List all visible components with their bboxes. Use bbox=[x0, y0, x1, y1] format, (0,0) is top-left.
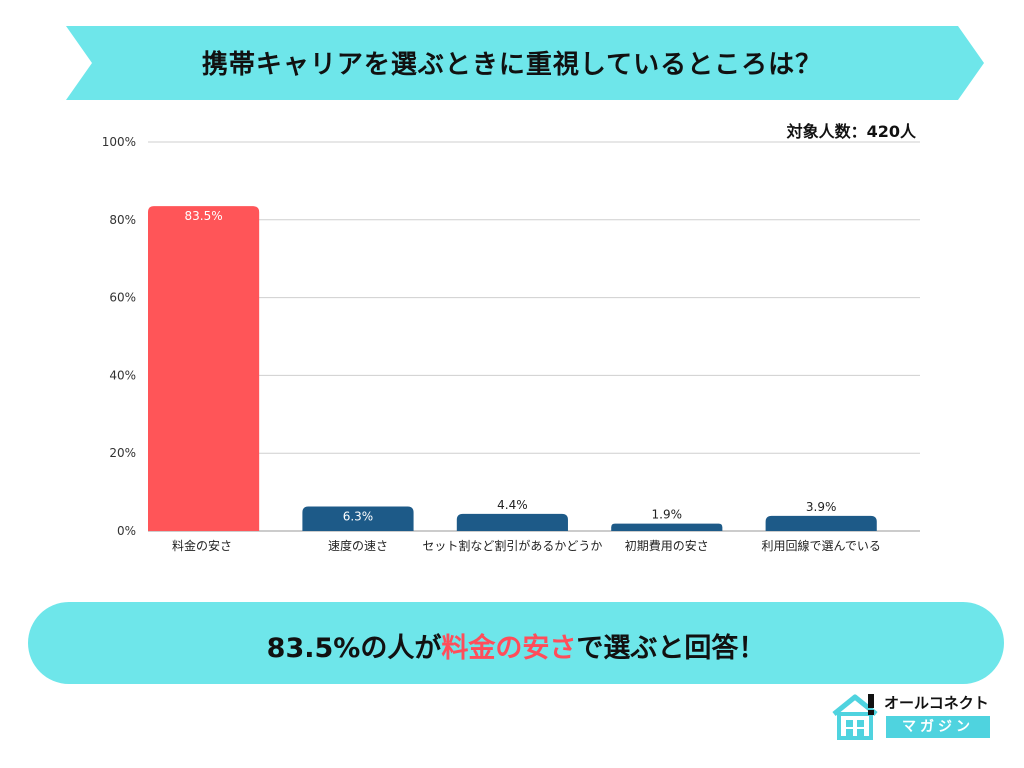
y-tick-label: 20% bbox=[109, 446, 136, 460]
bar bbox=[456, 513, 568, 531]
house-icon bbox=[832, 694, 878, 740]
value-label: 4.4% bbox=[497, 498, 528, 512]
title-banner bbox=[66, 26, 984, 100]
category-label: 利用回線で選んでいる bbox=[761, 538, 880, 553]
y-tick-label: 60% bbox=[109, 291, 136, 305]
chart-labels: 0% 20% 40% 60% 80% 100% 83.5% 料金の安さ 6.3% 速度の速さ 4.4… bbox=[102, 135, 881, 553]
category-label: 料金の安さ bbox=[172, 538, 232, 553]
summary-highlight: 料金の安さ bbox=[441, 633, 577, 664]
brand-logo: オールコネクト マガジン bbox=[830, 690, 1000, 746]
category-label: セット割など割引があるかどうか bbox=[422, 538, 602, 553]
y-tick-label: 100% bbox=[102, 135, 136, 149]
value-label: 1.9% bbox=[652, 508, 683, 522]
summary-suffix: で選ぶと回答！ bbox=[576, 633, 766, 664]
summary-box: 83.5%の人が料金の安さで選ぶと回答！ bbox=[28, 602, 1004, 684]
logo-subtitle: マガジン bbox=[886, 716, 990, 738]
bar bbox=[765, 515, 877, 531]
bar bbox=[611, 523, 723, 531]
y-tick-label: 40% bbox=[109, 368, 136, 382]
chart-grid bbox=[148, 141, 920, 532]
bar bbox=[148, 206, 260, 531]
value-label: 83.5% bbox=[185, 209, 223, 223]
sample-size-label: 対象人数：420人 bbox=[786, 122, 916, 141]
category-label: 速度の速さ bbox=[328, 538, 388, 553]
value-label: 6.3% bbox=[343, 509, 374, 523]
category-label: 初期費用の安さ bbox=[625, 538, 709, 553]
chart-bars bbox=[148, 206, 877, 531]
y-tick-label: 0% bbox=[117, 524, 136, 538]
bar bbox=[302, 506, 414, 531]
value-label: 3.9% bbox=[806, 500, 837, 514]
summary-text: 83.5%の人が料金の安さで選ぶと回答！ bbox=[28, 626, 1004, 665]
chart-title: 携帯キャリアを選ぶときに重視しているところは？ bbox=[201, 50, 823, 80]
logo-name: オールコネクト bbox=[884, 694, 989, 712]
y-tick-label: 80% bbox=[109, 213, 136, 227]
bar-chart: 0% 20% 40% 60% 80% 100% 83.5% 料金の安さ 6.3% 速度の速さ 4.4… bbox=[102, 135, 920, 553]
summary-prefix: 83.5%の人が bbox=[266, 633, 442, 664]
